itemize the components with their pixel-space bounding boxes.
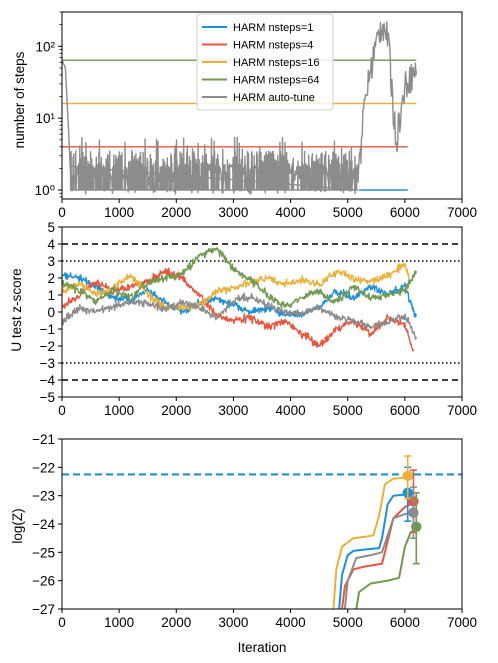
legend-box bbox=[196, 13, 334, 111]
x-tick-label-1-4: 4000 bbox=[276, 403, 306, 418]
y-tick-label-2-0: −27 bbox=[32, 602, 55, 617]
series-line-harm-nsteps-64-1 bbox=[62, 247, 417, 310]
legend-label-harm-nsteps-1: HARM nsteps=1 bbox=[233, 22, 313, 34]
x-tick-label-2-6: 6000 bbox=[390, 615, 420, 630]
x-tick-label-2-1: 1000 bbox=[104, 615, 134, 630]
endpoint-marker-harm-nsteps-16 bbox=[402, 470, 413, 482]
y-tick-label-2-5: −22 bbox=[32, 460, 55, 475]
x-tick-label-2-4: 4000 bbox=[276, 615, 306, 630]
logz-ylabel: log(Z) bbox=[10, 508, 25, 543]
legend-label-harm-nsteps-16: HARM nsteps=16 bbox=[233, 57, 320, 69]
y-tick-label-1-5: 0 bbox=[47, 305, 55, 320]
panel-steps: number of steps 0 1000 2000 3000 4000 5000 600… bbox=[12, 11, 477, 220]
y-tick-label-2-3: −24 bbox=[32, 517, 55, 532]
x-tick-label-1-5: 5000 bbox=[333, 403, 363, 418]
y-tick-label-1-7: 2 bbox=[47, 271, 55, 286]
x-tick-label-0-7: 7000 bbox=[447, 205, 477, 220]
series-line-harm-auto-tune-2 bbox=[343, 511, 414, 609]
y-tick-label-1-2: −3 bbox=[40, 356, 55, 371]
y-tick-label-2-2: −25 bbox=[32, 545, 55, 560]
series-line-harm-nsteps-1-1 bbox=[62, 272, 417, 318]
y-tick-label-1-8: 3 bbox=[47, 254, 55, 269]
x-tick-label-2-2: 2000 bbox=[161, 615, 191, 630]
x-tick-label-0-4: 4000 bbox=[276, 205, 306, 220]
x-tick-label-0-1: 1000 bbox=[104, 205, 134, 220]
x-tick-label-1-0: 0 bbox=[58, 403, 66, 418]
y-tick-label-2-1: −26 bbox=[32, 574, 55, 589]
legend: HARM nsteps=1 HARM nsteps=4 HARM nsteps=16… bbox=[196, 13, 334, 111]
y-tick-label-2-6: −21 bbox=[32, 432, 55, 447]
x-tick-label-2-3: 3000 bbox=[218, 615, 248, 630]
y-tick-label-0-1: 10¹ bbox=[35, 111, 55, 126]
logz-xlabel: Iteration bbox=[238, 640, 287, 655]
x-tick-label-1-1: 1000 bbox=[104, 403, 134, 418]
plot-area-2 bbox=[62, 473, 462, 609]
zscore-ylabel: U test z-score bbox=[9, 268, 24, 351]
legend-label-harm-nsteps-64: HARM nsteps=64 bbox=[233, 75, 320, 87]
x-tick-label-0-0: 0 bbox=[58, 205, 66, 220]
x-tick-label-2-5: 5000 bbox=[333, 615, 363, 630]
x-tick-label-1-6: 6000 bbox=[390, 403, 420, 418]
y-tick-label-2-4: −23 bbox=[32, 489, 55, 504]
y-tick-label-0-2: 10² bbox=[35, 39, 55, 54]
y-tick-label-1-10: 5 bbox=[47, 220, 55, 235]
legend-label-harm-auto-tune: HARM auto-tune bbox=[233, 92, 315, 104]
x-tick-label-0-3: 3000 bbox=[218, 205, 248, 220]
x-tick-label-0-5: 5000 bbox=[333, 205, 363, 220]
x-tick-label-1-3: 3000 bbox=[218, 403, 248, 418]
x-tick-label-1-2: 2000 bbox=[161, 403, 191, 418]
y-tick-label-1-4: −1 bbox=[40, 322, 55, 337]
y-tick-label-1-0: −5 bbox=[40, 390, 55, 405]
y-tick-label-1-9: 4 bbox=[47, 237, 55, 252]
plot-area-1 bbox=[62, 243, 462, 381]
legend-label-harm-nsteps-4: HARM nsteps=4 bbox=[233, 40, 313, 52]
panel-zscore: U test z-score 0 1000 2000 3000 4000 5000 6000… bbox=[9, 220, 477, 418]
y-tick-label-1-3: −2 bbox=[40, 339, 55, 354]
series-line-harm-nsteps-1-2 bbox=[338, 493, 408, 609]
x-tick-label-1-7: 7000 bbox=[447, 403, 477, 418]
endpoint-marker-harm-auto-tune bbox=[408, 507, 419, 518]
x-tick-label-2-7: 7000 bbox=[447, 615, 477, 630]
series-line-harm-nsteps-16-2 bbox=[332, 476, 408, 609]
series-line-harm-auto-tune-0 bbox=[62, 21, 417, 195]
y-tick-label-1-1: −4 bbox=[40, 373, 56, 388]
series-line-harm-nsteps-16-1 bbox=[62, 262, 411, 312]
axes-frame-2 bbox=[61, 438, 463, 610]
x-tick-label-0-2: 2000 bbox=[161, 205, 191, 220]
x-tick-label-2-0: 0 bbox=[58, 615, 66, 630]
y-tick-label-0-0: 10⁰ bbox=[35, 183, 55, 198]
axes-frame-0 bbox=[61, 11, 463, 200]
y-tick-label-1-6: 1 bbox=[47, 288, 55, 303]
series-line-harm-auto-tune-1 bbox=[62, 292, 417, 340]
panel-logz: log(Z) Iteration 0 1000 2000 3000 4000 5000 60… bbox=[10, 432, 477, 655]
x-tick-label-0-6: 6000 bbox=[390, 205, 420, 220]
series-line-harm-nsteps-64-2 bbox=[355, 527, 417, 609]
steps-ylabel: number of steps bbox=[12, 51, 27, 148]
